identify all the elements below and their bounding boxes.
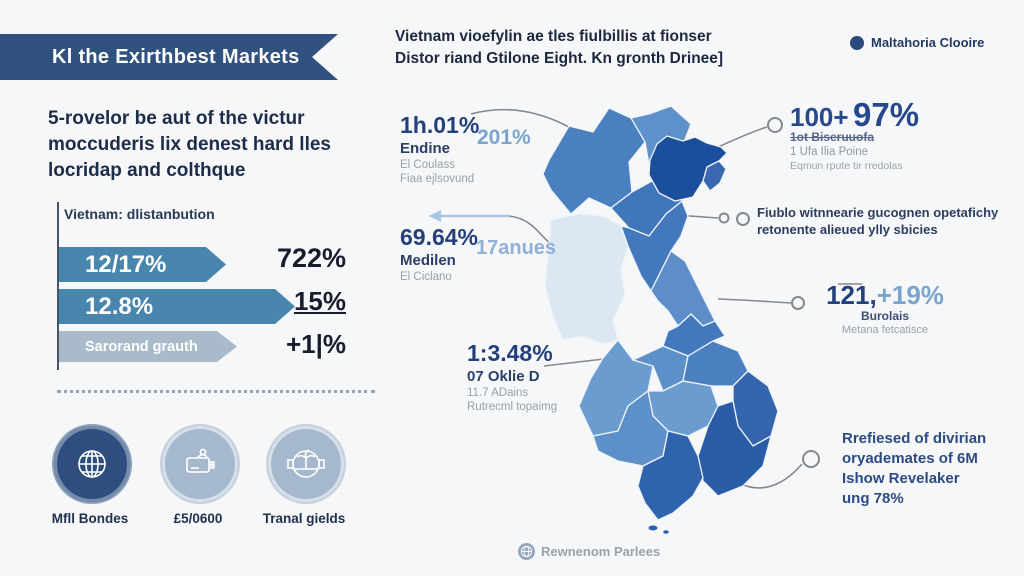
map-region-dark <box>637 430 704 521</box>
bar-row: 12.8% <box>59 289 295 324</box>
leader-line <box>740 463 803 489</box>
chart-axis <box>57 202 59 370</box>
stat-name: Medilen <box>400 252 456 269</box>
icon-label: Mfll Bondes <box>51 511 129 526</box>
stat-sub: El Ciclano <box>400 271 452 283</box>
globe-palm-icon <box>266 424 346 504</box>
heading-line: moccuderis lix denest hard lles <box>48 134 331 155</box>
banner-ribbon: Kl the Exirthbest Markets <box>0 34 338 80</box>
stat-value: 69.64% <box>400 224 479 250</box>
leader-dot <box>802 450 820 468</box>
stat-sub: Burolais <box>860 309 909 323</box>
stat-value: 100+ <box>790 102 849 132</box>
legend-dot-icon <box>850 36 864 50</box>
bar-label: 12/17% <box>85 250 167 278</box>
banner-title: Kl the Exirthbest Markets <box>52 45 300 68</box>
heading-line: 5-rovelor be aut of the victur <box>48 108 305 129</box>
leader-dot <box>791 296 805 310</box>
globe-grid-icon <box>52 424 132 504</box>
stat-value: 121, <box>826 280 877 310</box>
stat-block: 100+ 97% 1ot Biseruuofa 1 Ufa Ilia Poine… <box>790 96 1020 172</box>
stat-name: Endine <box>400 140 451 157</box>
stat-sub: 11.7 ADains <box>467 387 529 399</box>
bar-label: Sarorand grauth <box>85 338 198 355</box>
stat-value-accent: +19% <box>876 280 944 310</box>
map-island <box>663 530 669 534</box>
bar-row: Sarorand grauth <box>59 331 237 362</box>
stat-sub: El Coulass <box>400 159 455 171</box>
leader-line <box>715 126 768 149</box>
bar-value: +1|% <box>285 329 346 359</box>
annotation-line: Fiublo witnnearie gucognen opetafichy <box>757 205 999 220</box>
icon-label: Tranal gields <box>262 511 346 526</box>
heading-line: locridap and colthque <box>48 160 246 181</box>
annotation-block: Rrefiesed of divirian oryademates of 6M … <box>842 429 1024 509</box>
annotation-line: retonente alieued ylly sbicies <box>757 222 938 237</box>
stat-block: 121,+19% Burolais Metana fetcatisce <box>800 280 970 336</box>
icon-label: £5/0600 <box>173 511 223 526</box>
annotation-line: ung 78% <box>842 490 904 507</box>
dotted-divider <box>57 390 375 393</box>
leader-dot <box>718 212 730 224</box>
stat-value-accent: 97% <box>853 96 920 133</box>
stat-value: 1:3.48% <box>467 340 553 366</box>
map-region <box>702 160 727 192</box>
vietnam-map <box>542 105 779 534</box>
left-arrowhead <box>429 210 441 222</box>
title-line: Vietnam vioefylin ae tles fiulbillis at … <box>395 28 712 45</box>
stat-sub: Fiaa ejlsovund <box>400 173 475 185</box>
main-title: Vietnam vioefylin ae tles fiulbillis at … <box>395 26 755 70</box>
left-heading: 5-rovelor be aut of the victur moccuderi… <box>48 106 378 184</box>
bar-value: 15% <box>293 286 346 316</box>
title-line: Distor riand Gtilone Eight. Kn gronth Dr… <box>395 50 724 67</box>
footer-label: Rewnenom Parlees <box>541 544 661 559</box>
map-region-dark <box>697 400 772 497</box>
stat-sub: 1 Ufa Ilia Poine <box>790 146 868 158</box>
annotation-line: Rrefiesed of divirian <box>842 430 987 447</box>
stat-sub: Metana fetcatisce <box>841 324 929 336</box>
wallet-person-icon <box>160 424 240 504</box>
stat-aside: 17anues <box>476 237 557 259</box>
stat-aside: 201% <box>477 126 531 149</box>
annotation-line: oryademates of 6M <box>842 450 978 467</box>
annotation-block: Fiublo witnnearie gucognen opetafichy re… <box>757 204 1017 238</box>
legend-label: Maltahoria Clooire <box>871 35 985 50</box>
map-region-pale <box>544 213 629 345</box>
bar-row: 12/17% <box>59 247 226 282</box>
leader-dot <box>767 117 783 133</box>
leader-dot <box>736 212 750 226</box>
leader-line <box>717 298 792 304</box>
stat-sub: 1ot Biseruuofa <box>790 130 875 144</box>
bar-label: 12.8% <box>85 292 154 320</box>
stat-name: 07 Oklie D <box>467 368 540 385</box>
stat-value: 1h.01% <box>400 112 480 138</box>
map-region-dark <box>648 135 728 202</box>
chart-title: Vietnam: dlistanbution <box>64 206 215 222</box>
bar-value: 722% <box>276 243 346 273</box>
stat-sub: Rutrecml topaimg <box>467 401 558 413</box>
map-region <box>542 107 650 215</box>
map-island <box>648 525 658 531</box>
stat-block: 69.64% Medilen El Ciclano <box>400 224 478 283</box>
annotation-line: Ishow Revelaker <box>842 470 960 487</box>
stat-block: 1:3.48% 07 Oklie D 11.7 ADains Rutrecml … <box>467 340 557 413</box>
globe-icon <box>518 543 535 560</box>
stat-block: 1h.01% Endine El Coulass Fiaa ejlsovund <box>400 112 479 185</box>
stat-sub: Eqmun rpute tir rredolas <box>790 160 903 172</box>
